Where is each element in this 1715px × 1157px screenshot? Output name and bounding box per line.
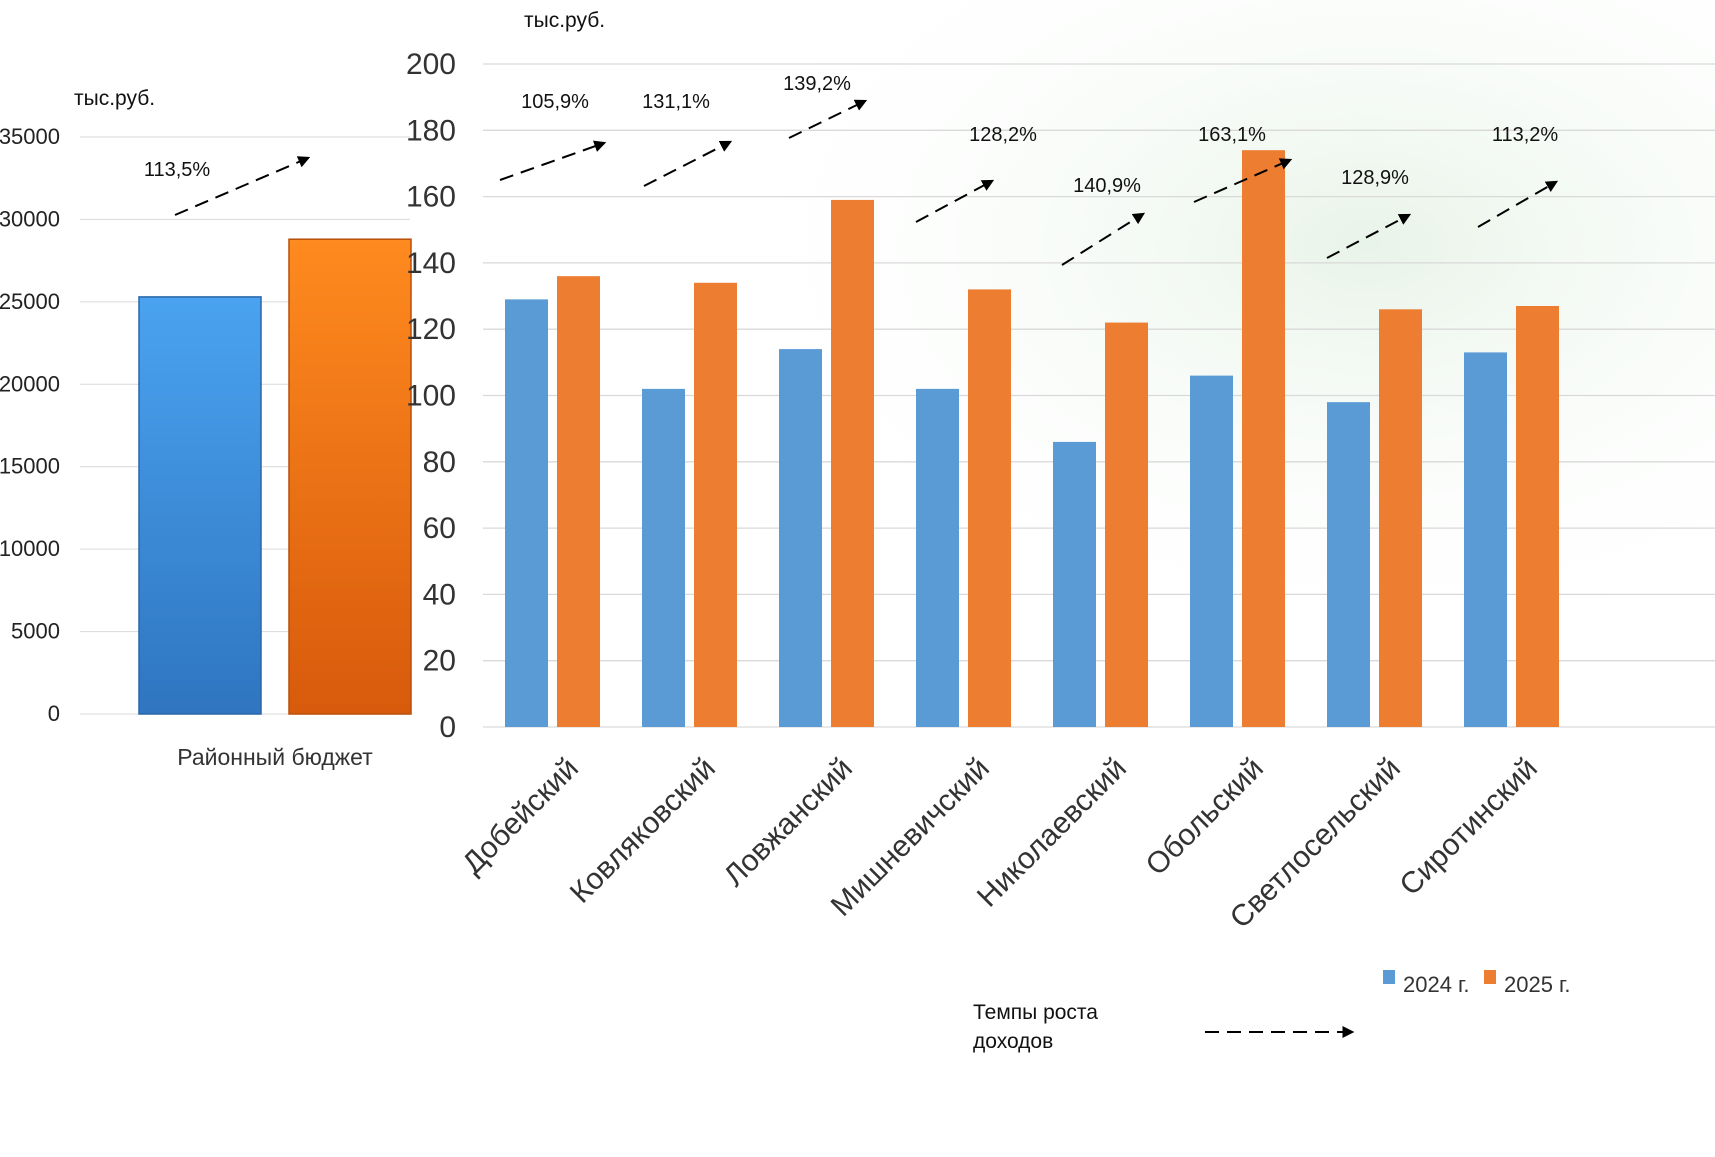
- y-tick-label: 10000: [0, 536, 60, 561]
- growth-arrow: [499, 140, 607, 181]
- growth-arrow: [1477, 180, 1559, 228]
- y-tick-label: 200: [406, 48, 456, 81]
- y-tick-label: 80: [423, 446, 456, 479]
- y-tick-label: 140: [406, 247, 456, 280]
- growth-label: 139,2%: [783, 73, 851, 95]
- bar-2025: [968, 289, 1011, 727]
- legend-swatch-2024: [1383, 970, 1395, 984]
- legend-label: 2025 г.: [1504, 972, 1571, 997]
- bar-2025: [1105, 322, 1148, 727]
- x-category-label: Сиротинский: [1393, 752, 1544, 903]
- growth-arrow: [643, 140, 733, 187]
- x-category-label: Ковляковский: [564, 752, 722, 910]
- growth-arrow: [788, 99, 868, 139]
- y-tick-label: 35000: [0, 124, 60, 149]
- bar-2024: [505, 299, 548, 727]
- bar-2024: [916, 388, 959, 727]
- bar-2025: [1379, 309, 1422, 727]
- y-tick-label: 160: [406, 181, 456, 214]
- growth-arrow: [174, 156, 311, 216]
- y-tick-label: 40: [423, 578, 456, 611]
- district-budget-chart: 0 5000 10000 15000 20000 25000 30000 35000 тыс.р…: [0, 87, 412, 770]
- legend-swatch-2025: [1484, 970, 1496, 984]
- unit-label: тыс.руб.: [524, 9, 605, 32]
- bar-2024: [1464, 352, 1507, 727]
- y-tick-label: 30000: [0, 206, 60, 231]
- y-tick-label: 0: [439, 711, 456, 744]
- bar-2024: [1327, 402, 1370, 727]
- bar-2025: [1242, 150, 1285, 727]
- growth-arrow: [1326, 213, 1412, 259]
- y-tick-label: 20000: [0, 371, 60, 396]
- bar-2024: [779, 349, 822, 727]
- x-category-label: Районный бюджет: [177, 744, 373, 770]
- bar-2025: [557, 276, 600, 727]
- x-category-label: Ловжанский: [718, 752, 859, 893]
- y-tick-label: 120: [406, 313, 456, 346]
- growth-arrow: [915, 179, 995, 223]
- bar-district-2025: [288, 238, 412, 715]
- growth-label: 128,9%: [1341, 167, 1409, 189]
- legend-label: 2024 г.: [1403, 972, 1470, 997]
- bar-2025: [694, 282, 737, 727]
- bar-2025: [831, 199, 874, 728]
- bar-2024: [1053, 441, 1096, 727]
- growth-label: 113,5%: [144, 159, 211, 181]
- legend: 2024 г. 2025 г.: [1383, 970, 1571, 997]
- x-category-label: Добейский: [456, 752, 585, 881]
- y-tick-label: 0: [48, 701, 60, 726]
- unit-label: тыс.руб.: [74, 87, 155, 110]
- growth-label: 113,2%: [1492, 124, 1559, 146]
- y-tick-label: 20: [423, 645, 456, 678]
- y-tick-label: 25000: [0, 289, 60, 314]
- growth-legend-label: Темпы роста доходов: [973, 1001, 1098, 1053]
- growth-label: 105,9%: [521, 91, 589, 113]
- bar-2025: [1516, 305, 1559, 727]
- growth-label: 140,9%: [1073, 175, 1141, 197]
- bar-2024: [1190, 375, 1233, 727]
- x-category-label: Николаевский: [971, 752, 1133, 914]
- growth-label: 128,2%: [969, 124, 1037, 146]
- growth-label: 131,1%: [642, 91, 710, 113]
- bar-2024: [642, 388, 685, 727]
- y-tick-label: 15000: [0, 454, 60, 479]
- growth-arrow: [1193, 158, 1293, 203]
- bar-district-2024: [138, 296, 262, 715]
- y-tick-label: 60: [423, 512, 456, 545]
- x-category-label: Обольский: [1140, 752, 1270, 882]
- y-tick-label: 100: [406, 380, 456, 413]
- y-tick-label: 5000: [11, 619, 60, 644]
- y-tick-label: 180: [406, 114, 456, 147]
- growth-arrow: [1061, 212, 1146, 266]
- growth-label: 163,1%: [1198, 124, 1266, 146]
- growth-legend: Темпы роста доходов: [973, 1001, 1355, 1053]
